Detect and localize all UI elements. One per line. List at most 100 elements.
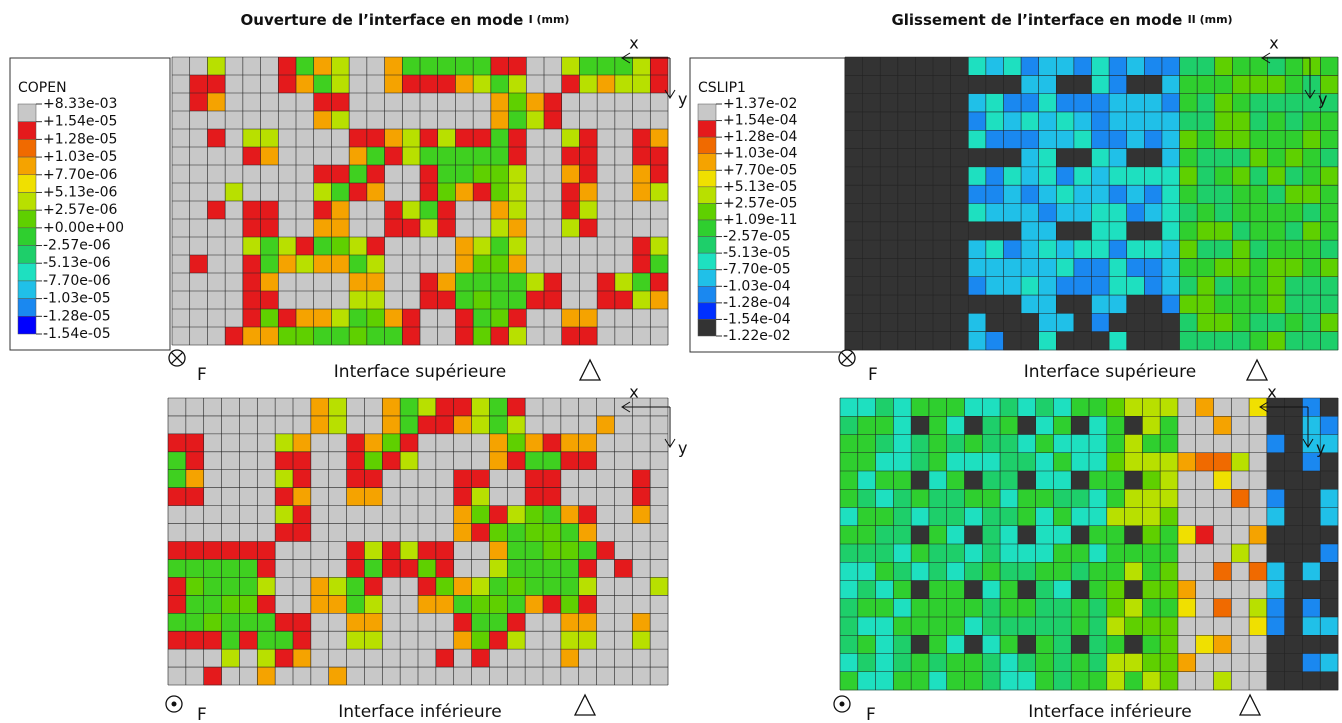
mesh-cell xyxy=(845,221,863,241)
mesh-cell xyxy=(384,183,403,202)
mesh-cell xyxy=(221,595,240,614)
mesh-cell xyxy=(1249,671,1268,691)
mesh-cell xyxy=(1109,203,1128,223)
mesh-cell xyxy=(1021,185,1039,204)
mesh-cell xyxy=(435,415,455,435)
mesh-cell xyxy=(950,295,969,314)
mesh-cell xyxy=(507,541,526,560)
legend-label: -1.03e-04 xyxy=(723,278,791,294)
mesh-cell xyxy=(239,649,258,668)
mesh-cell xyxy=(875,617,894,636)
axis-arrow-y xyxy=(664,58,676,99)
mesh-cell xyxy=(650,273,669,292)
mesh-cell xyxy=(893,507,912,527)
load-label: F xyxy=(197,365,207,385)
mesh-cell xyxy=(1000,398,1019,417)
mesh-cell xyxy=(489,595,508,614)
mesh-cell xyxy=(1320,416,1339,435)
mesh-cell xyxy=(875,398,894,417)
mesh-cell xyxy=(525,613,544,632)
mesh-cell xyxy=(1249,507,1268,527)
mesh-cell xyxy=(1195,434,1214,454)
axis-arrow-y xyxy=(664,407,676,448)
mesh-cell xyxy=(614,523,633,542)
mesh-cell xyxy=(933,185,951,204)
mesh-cell xyxy=(242,93,261,112)
mesh-cell xyxy=(420,273,439,292)
mesh-cell xyxy=(1320,276,1339,296)
axis-arrow-x xyxy=(621,401,670,413)
mesh-cell xyxy=(614,577,633,596)
mesh-cell xyxy=(614,451,633,471)
mesh-cell xyxy=(437,75,456,94)
mesh-cell xyxy=(453,649,472,668)
mesh-cell xyxy=(310,398,330,417)
mesh-cell xyxy=(382,469,401,488)
mesh-cell xyxy=(420,291,439,310)
mesh-cell xyxy=(1091,93,1110,113)
mesh-cell xyxy=(310,469,330,488)
mesh-cell xyxy=(384,237,403,256)
mesh-cell xyxy=(471,505,490,524)
mesh-cell xyxy=(946,562,965,581)
mesh-cell xyxy=(857,580,876,600)
mesh-cell xyxy=(331,147,350,166)
mesh-cell xyxy=(1197,130,1216,149)
mesh-cell xyxy=(933,331,951,351)
mesh-cell xyxy=(1091,185,1110,204)
mesh-cell xyxy=(1003,57,1022,76)
mesh-cell xyxy=(1056,276,1075,296)
mesh-cell xyxy=(1197,57,1216,76)
mesh-cell xyxy=(310,613,330,632)
mesh-cell xyxy=(455,147,474,166)
mesh-cell xyxy=(1073,75,1092,94)
mesh-cell xyxy=(328,398,347,417)
mesh-cell xyxy=(933,148,951,168)
mesh-cell xyxy=(862,313,881,332)
mesh-cell xyxy=(260,255,279,274)
mesh-cell xyxy=(328,595,347,614)
mesh-cell xyxy=(346,577,365,596)
mesh-cell xyxy=(525,649,544,668)
mesh-cell xyxy=(1000,434,1019,454)
mesh-cell xyxy=(614,273,633,292)
mesh-cell xyxy=(880,185,899,204)
mesh-cell xyxy=(507,667,526,686)
mesh-cell xyxy=(221,487,240,506)
mesh-cell xyxy=(964,489,983,508)
mesh-cell xyxy=(313,201,332,220)
mesh-cell xyxy=(579,237,598,256)
mesh-cell xyxy=(1267,185,1286,204)
mesh-cell xyxy=(632,237,651,256)
mesh-cell xyxy=(862,185,881,204)
mesh-cell xyxy=(560,667,580,686)
mesh-cell xyxy=(985,276,1004,296)
mesh-cell xyxy=(928,489,948,508)
mesh-cell xyxy=(1285,276,1304,296)
legend-label: -2.57e-05 xyxy=(723,229,791,245)
mesh-cell xyxy=(1320,331,1339,351)
mesh-cell xyxy=(221,505,240,524)
legend-swatch xyxy=(697,203,717,221)
mesh-cell xyxy=(185,631,205,650)
mesh-cell xyxy=(1144,221,1163,241)
mesh-cell xyxy=(489,415,508,435)
mesh-cell xyxy=(366,165,385,184)
mesh-cell xyxy=(366,147,385,166)
mesh-cell xyxy=(507,649,526,668)
mesh-cell xyxy=(897,258,916,278)
mesh-cell xyxy=(328,559,347,578)
mesh-cell xyxy=(911,653,930,673)
legend-label: +5.13e-05 xyxy=(723,179,797,195)
mesh-cell xyxy=(313,327,332,346)
mesh-cell xyxy=(875,653,894,673)
mesh-cell xyxy=(239,577,258,596)
mesh-cell xyxy=(455,273,474,292)
mesh-cell xyxy=(455,93,474,112)
mesh-cell xyxy=(578,631,597,650)
mesh-cell xyxy=(1021,148,1039,168)
mesh-cell xyxy=(260,309,279,328)
mesh-cell xyxy=(614,237,633,256)
mesh-cell xyxy=(1232,75,1251,94)
mesh-cell xyxy=(185,595,205,614)
